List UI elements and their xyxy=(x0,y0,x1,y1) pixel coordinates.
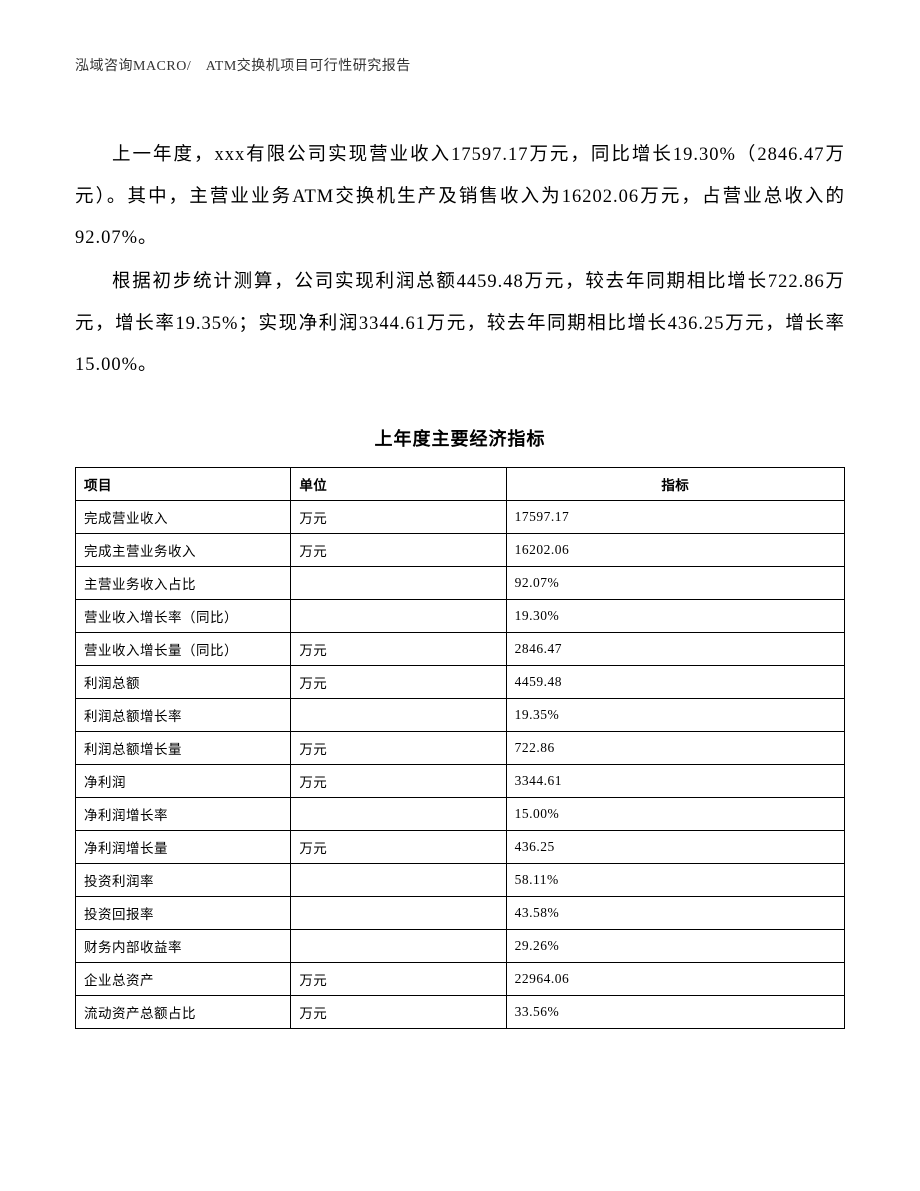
table-cell: 净利润增长量 xyxy=(76,830,291,863)
table-cell: 万元 xyxy=(291,665,506,698)
table-cell: 2846.47 xyxy=(506,632,844,665)
table-cell xyxy=(291,863,506,896)
table-cell: 完成营业收入 xyxy=(76,500,291,533)
table-cell xyxy=(291,566,506,599)
body-paragraph-2: 根据初步统计测算，公司实现利润总额4459.48万元，较去年同期相比增长722.… xyxy=(75,262,845,387)
table-cell: 流动资产总额占比 xyxy=(76,995,291,1028)
table-header-project: 项目 xyxy=(76,467,291,500)
economic-indicators-table: 项目 单位 指标 完成营业收入万元17597.17完成主营业务收入万元16202… xyxy=(75,467,845,1029)
table-cell: 58.11% xyxy=(506,863,844,896)
table-header-row: 项目 单位 指标 xyxy=(76,467,845,500)
table-cell: 利润总额增长率 xyxy=(76,698,291,731)
table-cell: 16202.06 xyxy=(506,533,844,566)
table-cell: 436.25 xyxy=(506,830,844,863)
table-cell: 万元 xyxy=(291,830,506,863)
table-cell: 4459.48 xyxy=(506,665,844,698)
table-cell: 投资回报率 xyxy=(76,896,291,929)
table-cell: 主营业务收入占比 xyxy=(76,566,291,599)
body-paragraph-1: 上一年度，xxx有限公司实现营业收入17597.17万元，同比增长19.30%（… xyxy=(75,135,845,260)
page-header: 泓域咨询MACRO/ ATM交换机项目可行性研究报告 xyxy=(75,55,845,75)
table-row: 完成主营业务收入万元16202.06 xyxy=(76,533,845,566)
table-cell: 完成主营业务收入 xyxy=(76,533,291,566)
table-row: 净利润增长率 15.00% xyxy=(76,797,845,830)
table-cell: 17597.17 xyxy=(506,500,844,533)
table-row: 净利润增长量万元436.25 xyxy=(76,830,845,863)
table-row: 企业总资产万元22964.06 xyxy=(76,962,845,995)
table-cell: 万元 xyxy=(291,500,506,533)
table-header-indicator: 指标 xyxy=(506,467,844,500)
table-cell: 43.58% xyxy=(506,896,844,929)
table-cell xyxy=(291,929,506,962)
table-cell: 722.86 xyxy=(506,731,844,764)
table-row: 利润总额增长率 19.35% xyxy=(76,698,845,731)
table-cell: 19.30% xyxy=(506,599,844,632)
table-cell xyxy=(291,797,506,830)
table-cell: 财务内部收益率 xyxy=(76,929,291,962)
table-cell: 营业收入增长率（同比） xyxy=(76,599,291,632)
table-cell: 利润总额 xyxy=(76,665,291,698)
table-row: 利润总额增长量万元722.86 xyxy=(76,731,845,764)
table-cell: 15.00% xyxy=(506,797,844,830)
table-cell: 万元 xyxy=(291,764,506,797)
table-cell xyxy=(291,896,506,929)
table-row: 完成营业收入万元17597.17 xyxy=(76,500,845,533)
table-cell: 万元 xyxy=(291,533,506,566)
table-row: 主营业务收入占比 92.07% xyxy=(76,566,845,599)
table-cell: 万元 xyxy=(291,731,506,764)
table-row: 利润总额万元4459.48 xyxy=(76,665,845,698)
table-cell: 19.35% xyxy=(506,698,844,731)
table-cell xyxy=(291,698,506,731)
table-cell: 企业总资产 xyxy=(76,962,291,995)
table-row: 营业收入增长量（同比）万元2846.47 xyxy=(76,632,845,665)
table-title: 上年度主要经济指标 xyxy=(75,425,845,451)
table-body: 完成营业收入万元17597.17完成主营业务收入万元16202.06主营业务收入… xyxy=(76,500,845,1028)
table-cell: 万元 xyxy=(291,632,506,665)
table-row: 财务内部收益率 29.26% xyxy=(76,929,845,962)
table-cell: 投资利润率 xyxy=(76,863,291,896)
table-cell xyxy=(291,599,506,632)
table-cell: 利润总额增长量 xyxy=(76,731,291,764)
table-cell: 净利润 xyxy=(76,764,291,797)
table-row: 净利润万元3344.61 xyxy=(76,764,845,797)
table-header-unit: 单位 xyxy=(291,467,506,500)
table-cell: 29.26% xyxy=(506,929,844,962)
table-row: 投资回报率 43.58% xyxy=(76,896,845,929)
table-row: 营业收入增长率（同比） 19.30% xyxy=(76,599,845,632)
table-cell: 净利润增长率 xyxy=(76,797,291,830)
table-row: 投资利润率 58.11% xyxy=(76,863,845,896)
table-cell: 92.07% xyxy=(506,566,844,599)
table-cell: 22964.06 xyxy=(506,962,844,995)
table-cell: 万元 xyxy=(291,962,506,995)
table-cell: 3344.61 xyxy=(506,764,844,797)
table-cell: 营业收入增长量（同比） xyxy=(76,632,291,665)
table-cell: 33.56% xyxy=(506,995,844,1028)
table-cell: 万元 xyxy=(291,995,506,1028)
table-row: 流动资产总额占比万元33.56% xyxy=(76,995,845,1028)
